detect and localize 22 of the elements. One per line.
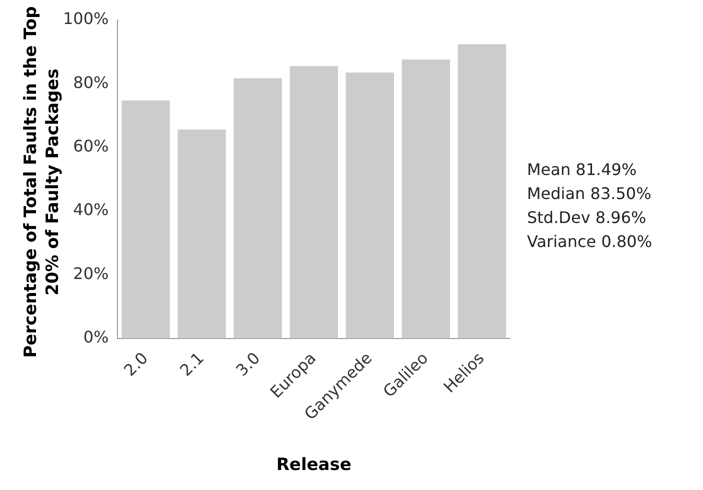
bar <box>458 44 506 338</box>
x-axis-title: Release <box>276 455 352 476</box>
y-tick-label: 20% <box>73 264 109 283</box>
x-tick-label: 3.0 <box>232 348 264 380</box>
bar <box>290 66 338 338</box>
bar <box>234 78 282 338</box>
x-tick-label: 2.0 <box>120 348 152 380</box>
text: Std.Dev 8.96% <box>527 207 648 229</box>
text: Median 83.50% <box>527 183 652 205</box>
y-tick-label: 60% <box>73 136 109 156</box>
y-tick-label: 80% <box>73 72 109 92</box>
text: Mean 81.49% <box>527 159 638 181</box>
y-axis-title: Percentage of Total Faults in the Top 20% of Faulty Packages <box>20 5 64 360</box>
bar <box>178 130 226 338</box>
bar <box>402 59 450 338</box>
x-tick-label: 2.1 <box>176 348 208 380</box>
text: Variance 0.80% <box>527 231 652 253</box>
y-tick-label: 100% <box>62 9 109 28</box>
bar <box>122 100 170 338</box>
y-tick-label: 40% <box>73 200 109 220</box>
bar <box>346 72 394 338</box>
y-tick-label: 0% <box>83 327 109 346</box>
